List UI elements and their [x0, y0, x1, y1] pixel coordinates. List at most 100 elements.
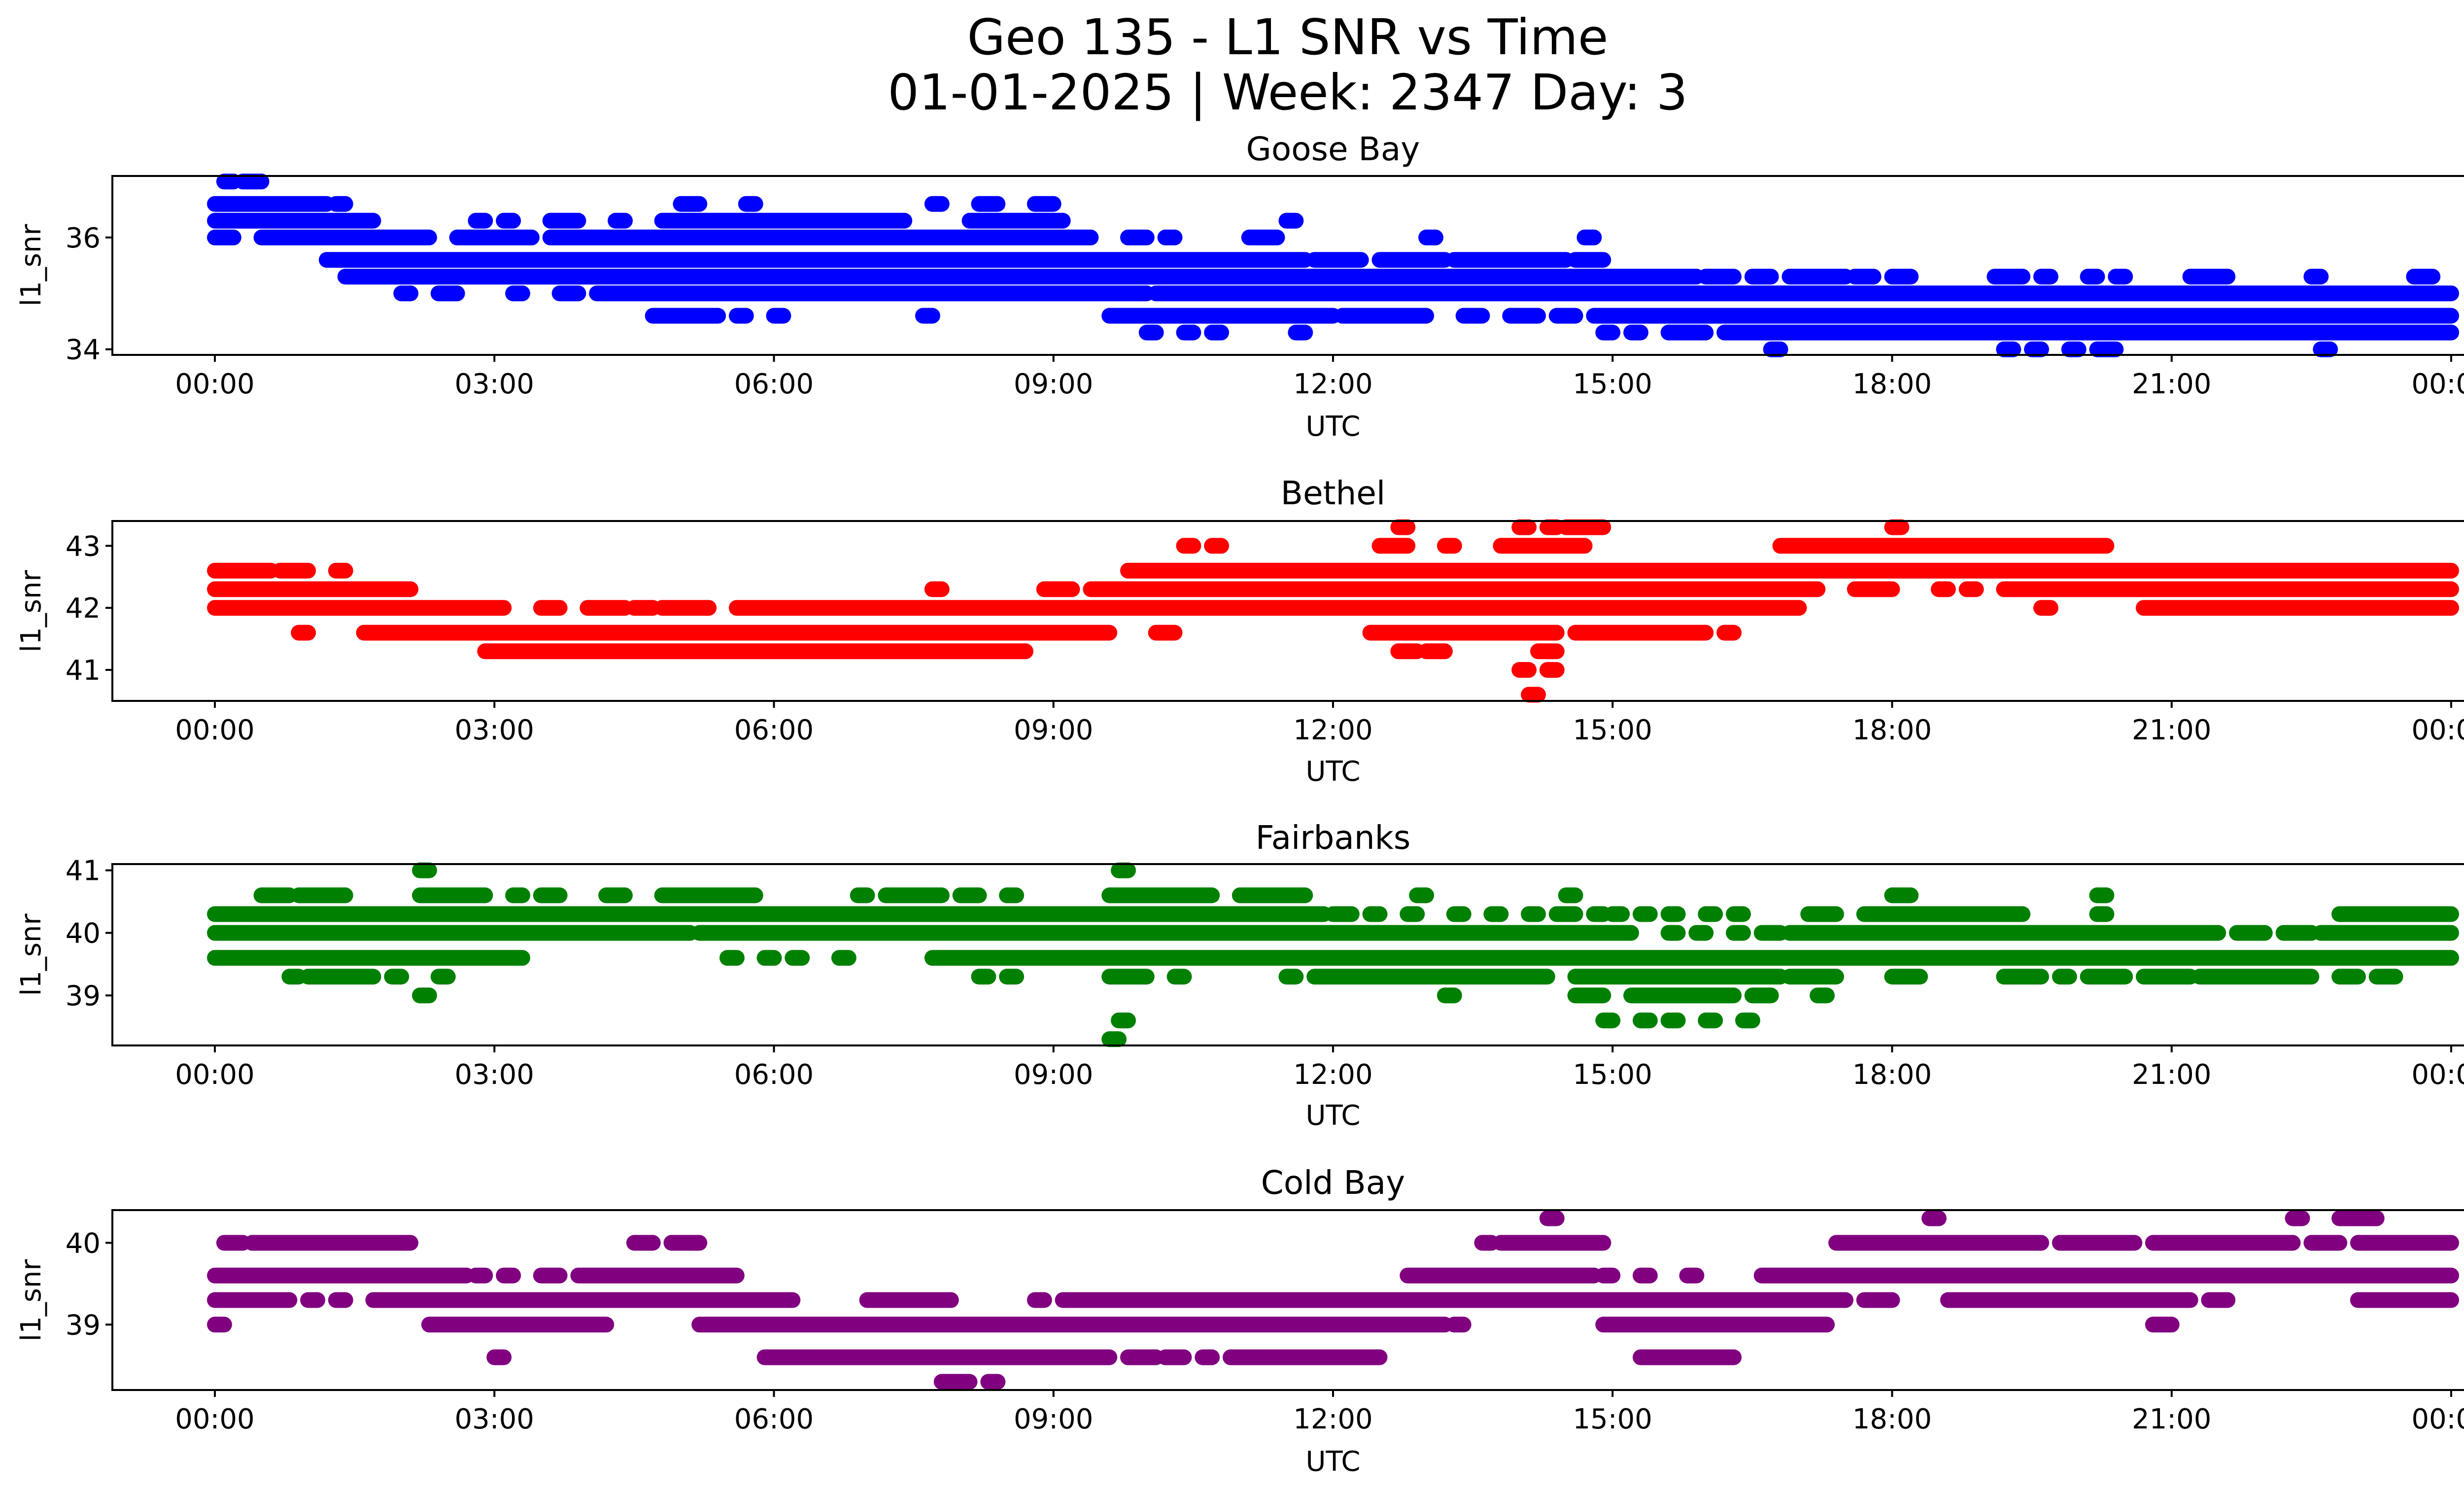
data-point-run-1-8: [2275, 925, 2320, 941]
y-axis-label: l1_snr: [15, 1259, 47, 1342]
data-point-run-2-6: [2136, 600, 2459, 616]
x-tick-label: 18:00: [1852, 1403, 1932, 1435]
data-point-run-3-7: [1166, 969, 1192, 985]
data-point-run-4-12: [1232, 887, 1313, 904]
x-ticks: 00:00 03:00 06:00 09:00 12:00 15:00 18:00 21:00…: [175, 355, 2464, 400]
data-point-run-6-0: [1390, 519, 1416, 535]
data-point-run-2-1: [253, 229, 437, 245]
data-point-run-3-0: [281, 969, 307, 985]
data-point-run-1-1: [924, 581, 950, 597]
data-point-run-1-7: [2229, 925, 2273, 941]
x-tick-label: 21:00: [2132, 368, 2211, 400]
data-point-run-1-0: [207, 196, 335, 212]
y-ticks: 41 42 43: [66, 530, 112, 687]
data-point-run-4-4: [1847, 269, 1882, 285]
data-point-run-0-0: [216, 1235, 251, 1251]
data-point-run-4-11: [1101, 887, 1220, 904]
data-point-run-0-10: [1633, 906, 1658, 922]
data-point-run-5-2: [1371, 538, 1416, 554]
data-point-run-6-7: [1502, 308, 1546, 324]
data-point-run-7-5: [1623, 324, 1648, 341]
panel-title: Cold Bay: [1261, 1164, 1405, 1202]
data-point-run-0-2: [626, 1235, 661, 1251]
data-point-run-6-0: [645, 308, 726, 324]
data-point-run-3-0: [291, 625, 316, 641]
data-point-run-1-6: [1781, 925, 2226, 941]
data-point-run-7-1: [1176, 324, 1201, 341]
data-point-run-8-0: [1521, 687, 1546, 703]
data-point-run-1-1: [328, 196, 353, 212]
data-point-run-1-3: [738, 196, 763, 212]
data-point-run-3-4: [1567, 252, 1611, 268]
data-point-run-1-5: [1400, 1267, 1602, 1284]
data-point-run-2-8: [1940, 1292, 2198, 1308]
data-point-run-4-8: [878, 887, 950, 904]
data-point-run-4-5: [598, 887, 633, 904]
data-point-run-3-3: [1446, 1317, 1472, 1333]
data-point-run-8-0: [1101, 1031, 1127, 1047]
data-point-run-5-4: [589, 285, 1155, 302]
data-point-run-10-3: [2108, 269, 2133, 285]
data-point-run-0-1: [244, 1235, 418, 1251]
data-point-run-3-8: [1278, 969, 1304, 985]
data-point-run-3-2: [384, 969, 410, 985]
data-point-run-7-5: [1735, 1012, 1760, 1029]
data-point-run-3-14: [2052, 969, 2077, 985]
data-point-run-5-1: [1437, 987, 1462, 1004]
data-point-run-5-2: [1567, 987, 1611, 1004]
data-point-run-0-3: [663, 1235, 708, 1251]
data-point-run-4-1: [1698, 269, 1742, 285]
data-point-run-1-1: [468, 1267, 493, 1284]
x-tick-label: 06:00: [734, 1403, 814, 1435]
x-tick-label: 03:00: [455, 714, 534, 746]
y-axis-label: l1_snr: [15, 224, 47, 307]
y-ticks: 39 40 41: [66, 855, 112, 1012]
data-point-run-0-1: [1325, 906, 1360, 922]
data-point-run-0-9: [1605, 906, 1630, 922]
data-point-run-6-1: [1111, 862, 1136, 878]
data-point-run-5-0: [933, 1374, 978, 1390]
data-point-run-3-4: [1595, 1317, 1835, 1333]
data-point-run-2-3: [785, 950, 810, 966]
x-tick-label: 18:00: [1852, 368, 1932, 400]
data-point-run-3-3: [1362, 625, 1565, 641]
y-tick-label: 34: [66, 334, 101, 366]
data-point-run-4-9: [952, 887, 987, 904]
data-point-run-3-1: [1306, 252, 1369, 268]
data-point-run-4-3: [1781, 269, 1853, 285]
data-point-run-0-6: [961, 212, 1071, 229]
data-point-run-6-1: [1511, 519, 1537, 535]
x-tick-label: 00:00: [2411, 1403, 2464, 1435]
data-point-run-8-3: [2061, 341, 2087, 357]
data-point-run-0-10: [2350, 1235, 2459, 1251]
data-point-run-0-4: [1446, 906, 1472, 922]
data-point-run-3-1: [300, 969, 381, 985]
figure-title-line-1: Geo 135 - L1 SNR vs Time: [967, 8, 1608, 66]
data-point-run-4-3: [1530, 643, 1565, 660]
data-point-run-2-4: [831, 950, 856, 966]
data-point-run-4-2: [1120, 1349, 1164, 1365]
data-point-run-0-2: [1362, 906, 1388, 922]
data-point-run-3-5: [2145, 1317, 2180, 1333]
y-tick-label: 39: [66, 1309, 101, 1341]
data-point-run-0-8: [1586, 906, 1611, 922]
data-point-run-3-9: [1306, 969, 1555, 985]
data-point-run-1-4: [1847, 581, 1900, 597]
panel-title: Goose Bay: [1246, 130, 1420, 168]
data-point-run-5-5: [1772, 538, 2115, 554]
data-point-run-6-2: [2285, 1210, 2310, 1226]
panel-fairbanks: Fairbanks 39 40 41 00:00 03:00 06:00 09:00 12:…: [15, 819, 2464, 1132]
data-point-run-3-4: [971, 969, 996, 985]
data-point-run-0-11: [1660, 906, 1686, 922]
data-point-run-6-1: [1921, 1210, 1947, 1226]
data-point-run-2-10: [2350, 1292, 2459, 1308]
data-point-run-2-0: [207, 600, 512, 616]
data-point-run-7-0: [1633, 1267, 1658, 1284]
data-point-run-4-15: [1884, 887, 1919, 904]
data-point-run-0-0: [207, 906, 1332, 922]
data-point-run-7-1: [1679, 1267, 1705, 1284]
data-point-run-0-3: [542, 212, 586, 229]
data-point-run-5-0: [412, 987, 437, 1004]
x-tick-label: 09:00: [1014, 368, 1093, 400]
